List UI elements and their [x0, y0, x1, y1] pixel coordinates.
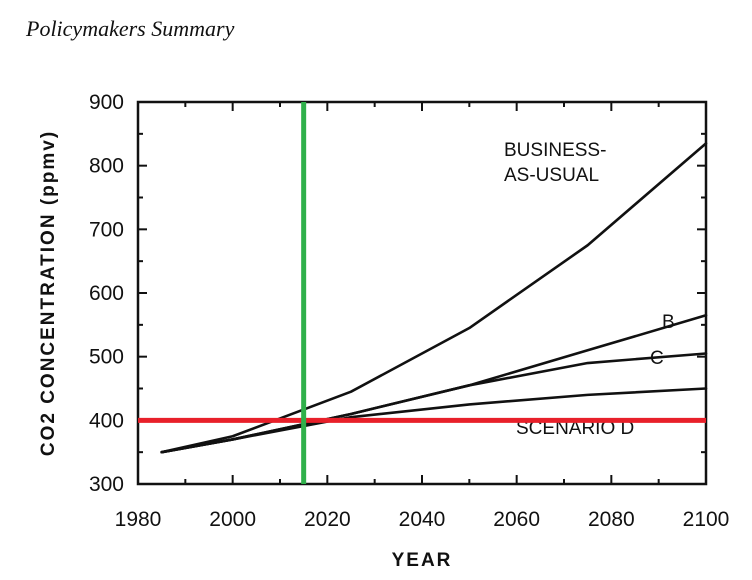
annotation-d: SCENARIO D [516, 418, 634, 439]
x-tick-label: 1980 [115, 508, 162, 531]
annotation-bau-line2: AS-USUAL [504, 165, 599, 186]
x-tick-label: 2080 [588, 508, 635, 531]
x-tick-label: 2040 [399, 508, 446, 531]
reference-lines [138, 102, 706, 484]
series-group [160, 142, 708, 454]
annotation-c: C [650, 348, 664, 369]
x-tick-label: 2100 [683, 508, 730, 531]
y-tick-label: 600 [89, 282, 124, 305]
page-header: Policymakers Summary [26, 16, 235, 41]
series-line-business-as-usual [160, 142, 708, 454]
x-tick-label: 2000 [209, 508, 256, 531]
series-line-scenario-d [160, 387, 708, 454]
y-tick-label: 900 [89, 91, 124, 114]
y-tick-label: 300 [89, 473, 124, 496]
x-tick-label: 2020 [304, 508, 351, 531]
annotation-b: B [662, 312, 675, 333]
x-tick-label: 2060 [493, 508, 540, 531]
y-tick-label: 500 [89, 346, 124, 369]
y-axis-label: CO2 CONCENTRATION (ppmv) [38, 130, 59, 456]
y-tick-label: 800 [89, 155, 124, 178]
plot-frame [136, 100, 708, 486]
y-tick-label: 400 [89, 409, 124, 432]
tick-labels: 1980 2000 2020 2040 2060 2080 2100 300 400 500 600… [89, 91, 729, 531]
x-axis-label: YEAR [392, 550, 453, 571]
annotation-bau-line1: BUSINESS- [504, 140, 606, 161]
y-tick-label: 700 [89, 218, 124, 241]
